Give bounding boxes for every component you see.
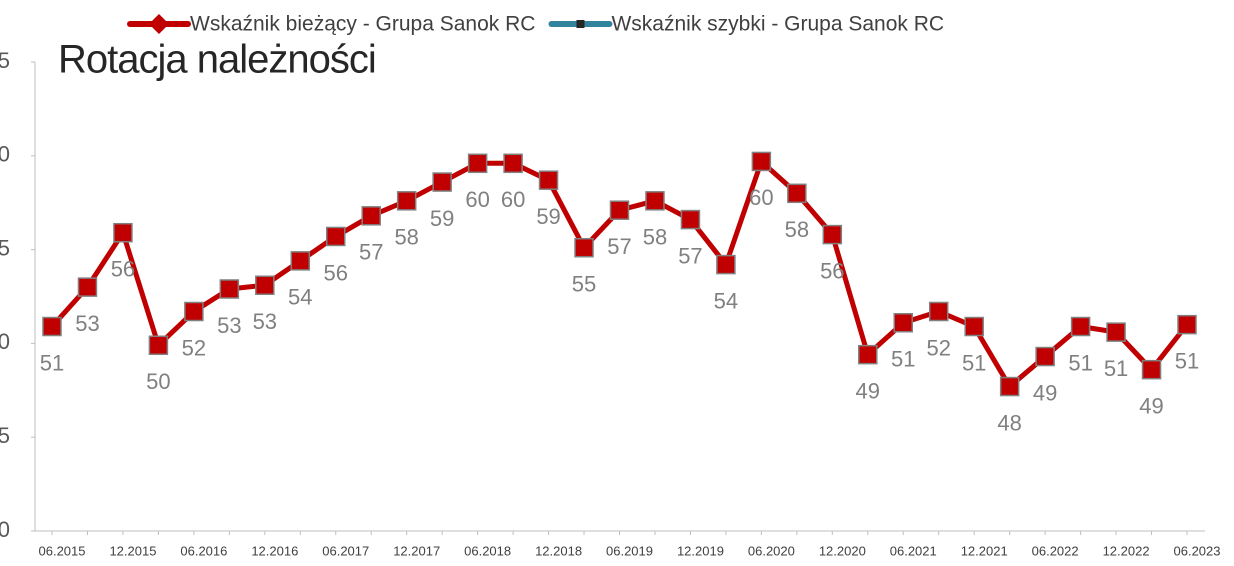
marker (964, 316, 984, 337)
x-tick-label: 06.2015 (39, 543, 86, 558)
data-label: 55 (572, 272, 596, 297)
y-tick-label: 65 (0, 48, 10, 73)
data-label: 57 (607, 234, 631, 259)
marker (77, 277, 98, 297)
marker (858, 344, 878, 365)
data-label: 56 (111, 257, 135, 282)
data-label: 49 (856, 378, 880, 403)
data-label: 60 (465, 187, 489, 212)
data-label: 51 (962, 350, 986, 375)
data-label: 56 (324, 260, 348, 285)
x-tick-label: 12.2015 (109, 543, 156, 558)
x-tick-label: 06.2023 (1174, 543, 1221, 558)
data-label: 53 (217, 313, 241, 338)
y-tick-label: 45 (0, 423, 10, 448)
data-label: 49 (1033, 380, 1057, 405)
marker (999, 376, 1020, 397)
y-tick-label: 60 (0, 142, 10, 167)
data-label: 51 (1175, 348, 1199, 373)
marker (42, 316, 62, 337)
data-label: 49 (1139, 393, 1163, 418)
data-label: 51 (40, 350, 64, 375)
marker (361, 206, 381, 226)
marker (290, 251, 311, 271)
data-label: 50 (146, 369, 170, 394)
marker (928, 301, 949, 322)
data-label: 52 (182, 335, 206, 360)
marker (574, 237, 594, 258)
marker (184, 301, 204, 322)
marker (751, 151, 772, 172)
marker (893, 313, 913, 333)
x-tick-label: 06.2021 (890, 543, 937, 558)
data-label: 54 (714, 288, 738, 313)
data-label: 54 (288, 285, 312, 310)
x-tick-label: 12.2016 (251, 543, 298, 558)
x-tick-label: 12.2022 (1103, 543, 1150, 558)
marker (645, 191, 665, 211)
y-tick-label: 55 (0, 235, 10, 260)
x-tick-label: 12.2020 (819, 543, 866, 558)
data-label: 53 (75, 311, 99, 336)
marker (716, 254, 736, 275)
marker (503, 153, 523, 174)
x-tick-label: 06.2020 (748, 543, 795, 558)
marker (1035, 346, 1055, 367)
x-tick-label: 06.2018 (464, 543, 511, 558)
marker (396, 191, 417, 211)
data-label: 51 (1068, 350, 1092, 375)
marker (326, 226, 346, 247)
marker (113, 222, 133, 243)
data-label: 51 (891, 347, 915, 372)
marker (538, 170, 559, 190)
legend-label: Wskaźnik szybki - Grupa Sanok RC (611, 13, 944, 36)
data-label: 57 (678, 243, 702, 268)
data-label: 58 (394, 225, 418, 250)
data-label: 51 (1104, 356, 1128, 381)
marker (432, 172, 452, 192)
legend-label: Wskaźnik bieżący - Grupa Sanok RC (190, 13, 535, 36)
chart-title: Rotacja należności (58, 38, 376, 82)
data-label: 59 (430, 206, 454, 231)
marker (467, 153, 488, 174)
x-tick-label: 12.2021 (961, 543, 1008, 558)
marker (609, 200, 630, 220)
x-tick-label: 06.2017 (322, 543, 369, 558)
marker (1070, 316, 1091, 337)
marker (1141, 359, 1162, 380)
marker (148, 335, 169, 356)
data-label: 48 (997, 410, 1021, 435)
data-label: 60 (749, 185, 773, 210)
legend-marker (576, 20, 585, 28)
marker (1177, 314, 1197, 335)
marker (822, 224, 843, 245)
x-tick-label: 06.2022 (1032, 543, 1079, 558)
data-label: 53 (253, 309, 277, 334)
y-tick-label: 40 (0, 517, 10, 542)
marker (219, 279, 240, 299)
marker (255, 275, 275, 295)
data-label: 52 (926, 335, 950, 360)
marker (787, 183, 807, 204)
x-tick-label: 12.2019 (677, 543, 724, 558)
x-tick-label: 06.2016 (180, 543, 227, 558)
marker (1106, 322, 1126, 342)
data-label: 58 (643, 225, 667, 250)
x-tick-label: 06.2019 (606, 543, 653, 558)
legend-marker (149, 14, 169, 34)
data-label: 57 (359, 240, 383, 265)
data-label: 56 (820, 258, 844, 283)
x-tick-label: 12.2018 (535, 543, 582, 558)
x-tick-label: 12.2017 (393, 543, 440, 558)
series-line (50, 158, 1189, 390)
y-tick-label: 50 (0, 329, 10, 354)
data-label: 58 (785, 217, 809, 242)
data-label: 60 (501, 187, 525, 212)
data-label: 59 (536, 204, 560, 229)
marker (680, 209, 701, 230)
